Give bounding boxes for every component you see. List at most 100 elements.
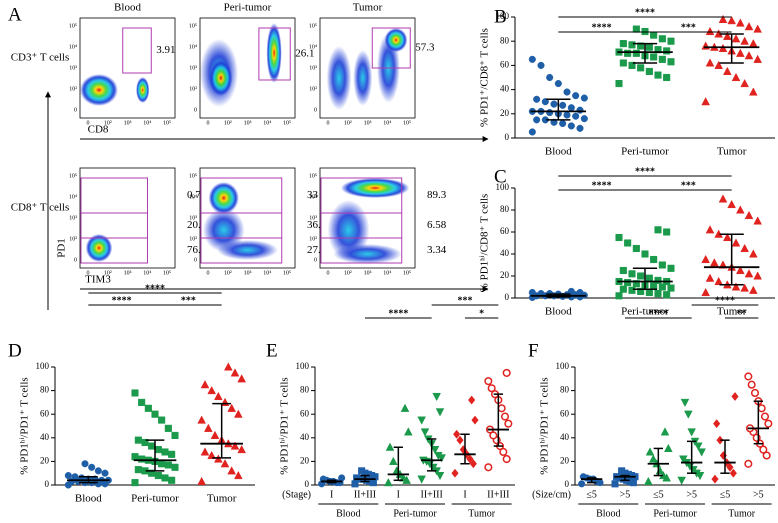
data-point: [687, 428, 696, 437]
data-point: [554, 80, 562, 88]
data-point: [628, 61, 636, 69]
gate-value: 89.3: [427, 189, 447, 201]
x-tick-label: Tumor: [717, 146, 747, 158]
y-tick-label: 40: [500, 84, 510, 94]
data-point: [624, 49, 632, 57]
flow-y-tick: 10³: [189, 215, 197, 221]
significance-label: ***: [458, 295, 473, 306]
data-point: [701, 41, 710, 50]
data-point: [469, 459, 477, 469]
density-blob: [209, 60, 233, 96]
panel-letter: A: [8, 4, 22, 25]
flow-x-tick: 10²: [224, 270, 232, 276]
y-axis-label: % PD1ʰⁱ/PD1⁺ T cells: [279, 377, 291, 474]
data-point: [576, 289, 584, 296]
group-label: Tumor: [728, 508, 756, 519]
x-tick-label: I: [463, 489, 466, 500]
data-point: [430, 446, 440, 455]
data-point: [487, 384, 496, 393]
data-point: [71, 473, 79, 481]
data-point: [749, 285, 758, 294]
flow-x-tick: 10²: [104, 270, 112, 276]
significance-label: ****: [715, 295, 735, 306]
flow-y-tick: 10³: [309, 215, 317, 221]
y-tick-label: 100: [556, 361, 570, 371]
data-point: [644, 476, 653, 486]
data-point: [645, 43, 653, 51]
data-point: [576, 106, 584, 114]
data-point: [753, 24, 762, 33]
x-tick-label: Peri-tumor: [621, 146, 669, 158]
panel-letter: D: [8, 340, 22, 361]
data-point: [559, 120, 567, 127]
data-point: [484, 377, 493, 386]
data-point: [210, 430, 220, 439]
data-point: [663, 228, 671, 236]
flow-y-tick: 0: [314, 107, 317, 113]
flow-y-tick: 10⁴: [189, 194, 197, 200]
data-point: [747, 380, 756, 389]
data-point: [456, 435, 464, 445]
significance-label: ****: [592, 180, 612, 191]
y-axis-label: % PD1ʰⁱ/PD1⁺ T cells: [19, 377, 31, 474]
data-point: [701, 254, 710, 264]
data-point: [654, 71, 662, 79]
data-point: [632, 25, 640, 33]
x-axis-label: CD8: [88, 124, 109, 136]
x-tick-label: II+III: [487, 489, 509, 500]
data-point: [134, 466, 142, 474]
column-title: Blood: [114, 2, 141, 14]
data-point: [628, 286, 636, 294]
data-point: [650, 255, 658, 264]
data-point: [468, 395, 476, 405]
y-tick-label: 20: [300, 455, 310, 465]
data-point: [637, 272, 645, 280]
data-point: [705, 225, 715, 234]
data-point: [164, 461, 172, 469]
flow-x-tick: 10³: [364, 270, 372, 276]
panel-letter: E: [266, 340, 278, 361]
y-tick-label: 20: [500, 108, 510, 118]
panel-letter: F: [528, 340, 539, 361]
data-point: [417, 416, 426, 425]
data-point: [578, 480, 586, 488]
significance-label: ****: [388, 308, 408, 319]
data-point: [171, 431, 179, 439]
flow-x-tick: 10⁵: [283, 270, 291, 276]
data-point: [502, 368, 511, 377]
gate: [200, 237, 283, 264]
flow-y-tick: 10⁴: [69, 194, 77, 200]
column-title: Peri-tumor: [224, 2, 272, 14]
y-tick-label: 40: [40, 432, 50, 442]
density-blob: [217, 240, 278, 260]
data-point: [576, 124, 584, 132]
data-point: [134, 436, 142, 444]
y-tick-label: 100: [496, 182, 510, 192]
significance-label: ***: [181, 295, 196, 306]
data-point: [726, 462, 734, 472]
data-point: [736, 18, 745, 27]
group-label: Peri-tumor: [393, 508, 437, 519]
data-point: [471, 415, 479, 425]
data-point: [749, 38, 758, 48]
flow-y-tick: 10³: [189, 65, 197, 71]
data-point: [744, 459, 753, 468]
data-point: [338, 474, 346, 482]
data-point: [64, 472, 72, 480]
data-point: [632, 49, 640, 57]
data-point: [731, 72, 741, 82]
x-tick-label: Blood: [545, 306, 572, 318]
data-point: [528, 128, 536, 136]
data-point: [679, 455, 688, 464]
data-point: [200, 380, 210, 389]
data-point: [645, 67, 653, 75]
flow-y-tick: 10³: [309, 65, 317, 71]
data-point: [663, 47, 671, 55]
data-point: [664, 443, 673, 452]
data-point: [701, 97, 710, 106]
data-point: [655, 466, 665, 475]
significance-label: ****: [635, 7, 655, 18]
flow-y-tick: 10²: [69, 236, 77, 242]
data-point: [723, 232, 732, 242]
